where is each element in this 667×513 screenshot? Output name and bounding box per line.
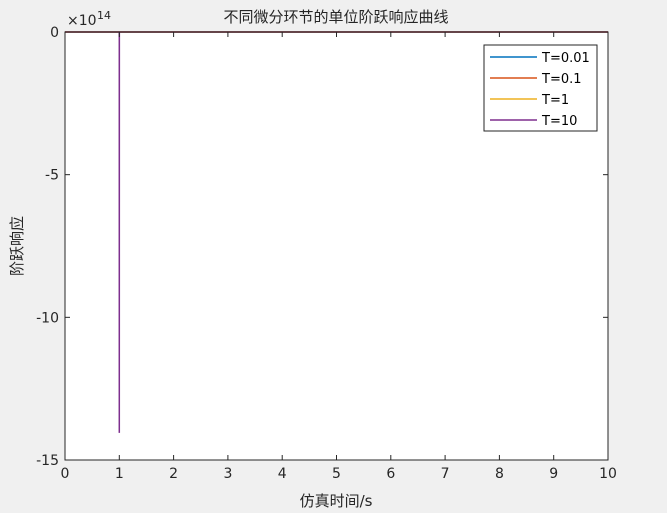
chart-title: 不同微分环节的单位阶跃响应曲线 <box>223 8 448 26</box>
x-axis-label: 仿真时间/s <box>300 492 373 510</box>
x-tick-label: 9 <box>549 466 558 482</box>
legend-box <box>483 44 598 132</box>
legend[interactable]: T=0.01 T=0.1 T=1 T=10 <box>483 44 598 132</box>
x-tick-label: 5 <box>332 466 341 482</box>
y-tick-label: -10 <box>36 310 59 326</box>
x-tick-label: 8 <box>495 466 504 482</box>
legend-entry-label: T=0.1 <box>541 72 582 87</box>
y-axis-label: 阶跃响应 <box>8 216 26 276</box>
x-tick-label: 10 <box>599 466 617 482</box>
y-tick-label: -5 <box>45 168 59 184</box>
y-tick-label: 0 <box>50 25 59 41</box>
plot-frame <box>64 31 609 461</box>
y-tick-label: -15 <box>36 453 59 469</box>
legend-entry-label: T=10 <box>541 114 577 129</box>
x-tick-label: 4 <box>278 466 287 482</box>
x-tick-label: 3 <box>223 466 232 482</box>
x-tick-label: 6 <box>386 466 395 482</box>
legend-entry-label: T=1 <box>541 93 569 108</box>
x-tick-label: 1 <box>115 466 124 482</box>
ticks-layer: 0 1 2 3 4 5 6 7 8 9 10 0 -5 -10 -15 <box>36 25 617 482</box>
legend-entry-label: T=0.01 <box>541 51 590 66</box>
y-exponent-multiplier: ×10 <box>67 13 97 29</box>
x-tick-label: 2 <box>169 466 178 482</box>
x-tick-label: 7 <box>441 466 450 482</box>
y-exponent-power: 14 <box>97 9 111 22</box>
x-tick-label: 0 <box>61 466 70 482</box>
